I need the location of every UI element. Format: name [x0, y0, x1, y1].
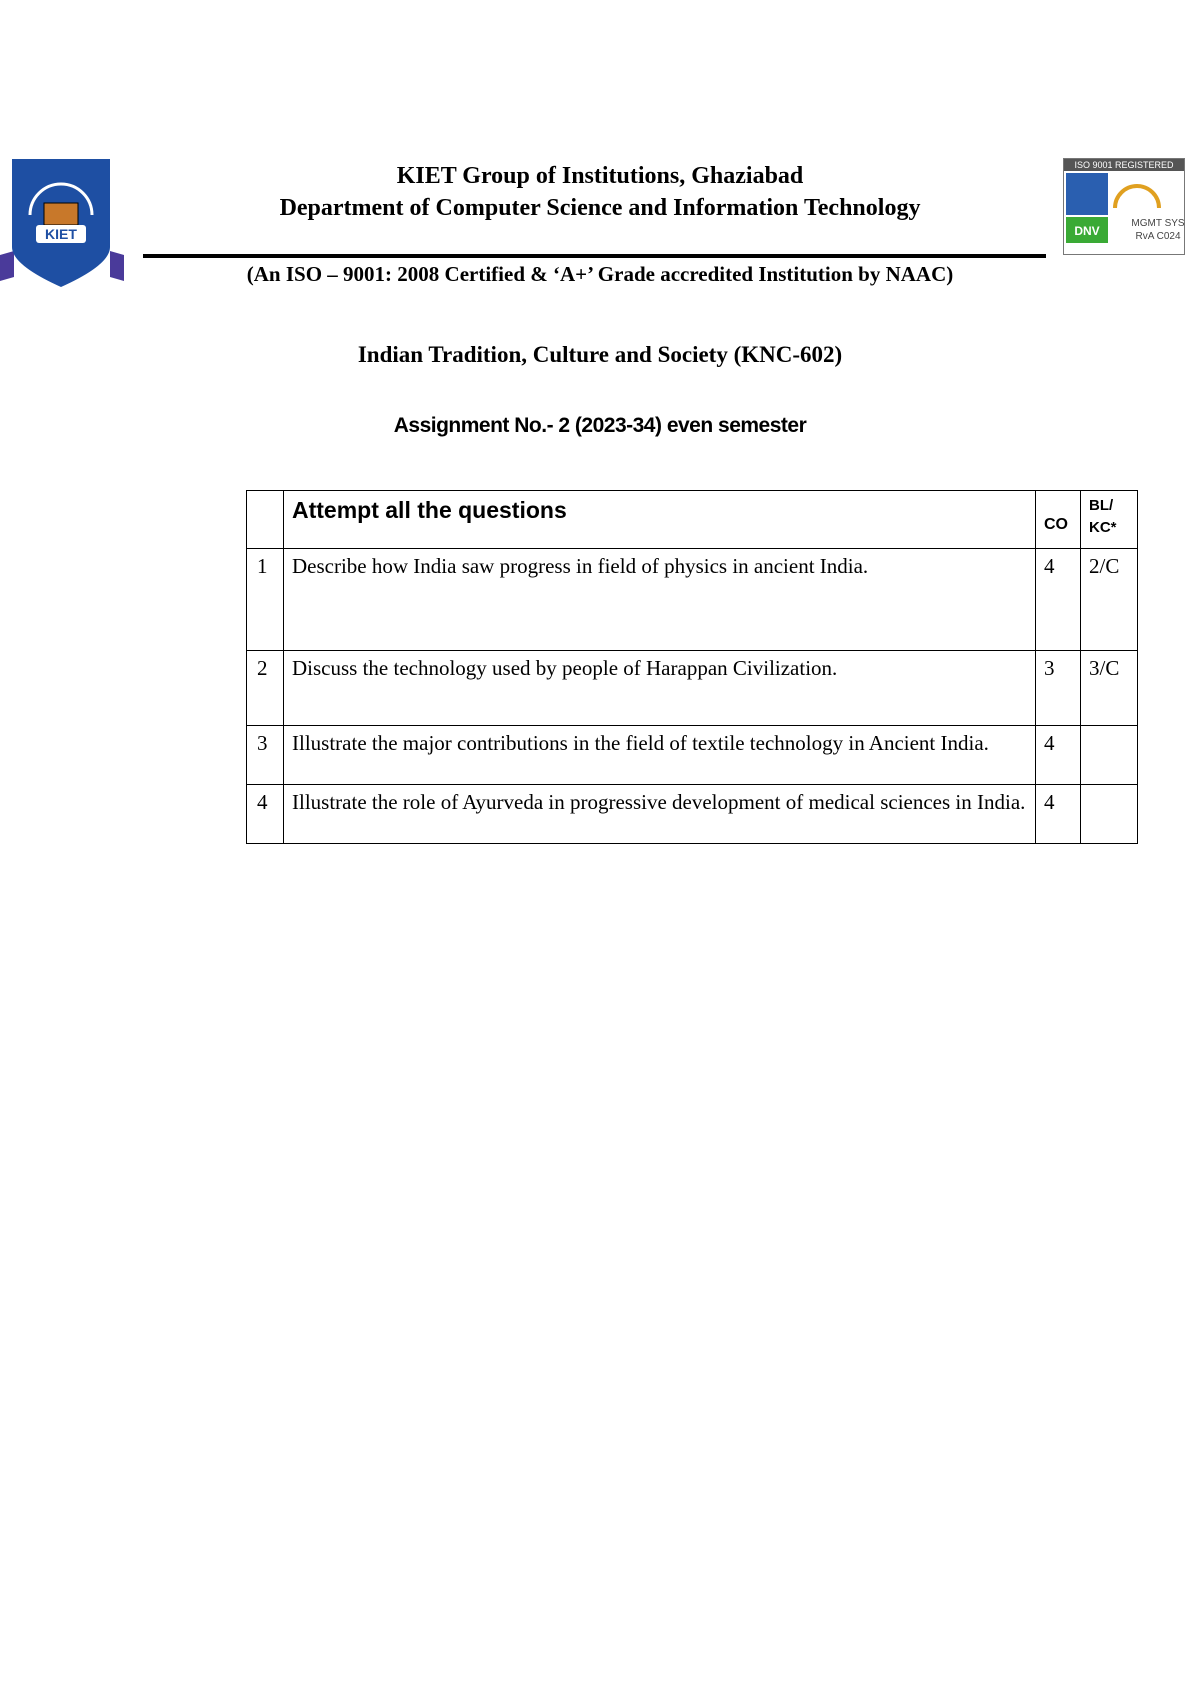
svg-text:KIET: KIET — [45, 226, 77, 242]
table-row: 1 Describe how India saw progress in fie… — [246, 548, 1138, 651]
svg-text:MGMT SYS: MGMT SYS — [1131, 218, 1184, 229]
svg-text:DNV: DNV — [1074, 224, 1099, 238]
header-divider — [143, 254, 1046, 258]
question-bl: 3/C — [1080, 650, 1138, 726]
header-question: Attempt all the questions — [283, 490, 1036, 549]
question-text: Illustrate the role of Ayurveda in progr… — [283, 784, 1036, 844]
iso-certification-logo: ISO 9001 REGISTERED DNV MGMT SYS RvA C02… — [1063, 158, 1185, 255]
header-bl-kc: BL/ KC* — [1080, 490, 1138, 549]
course-title: Indian Tradition, Culture and Society (K… — [357, 342, 843, 367]
question-bl — [1080, 725, 1138, 785]
questions-table: Attempt all the questions CO BL/ KC* 1 D… — [246, 490, 1138, 844]
question-co: 4 — [1035, 548, 1081, 651]
table-header-row: Attempt all the questions CO BL/ KC* — [246, 490, 1138, 549]
svg-text:RvA C024: RvA C024 — [1135, 231, 1180, 242]
table-row: 3 Illustrate the major contributions in … — [246, 725, 1138, 785]
kiet-logo: KIET — [0, 159, 124, 287]
question-number: 1 — [246, 548, 284, 651]
accreditation-text: (An ISO – 9001: 2008 Certified & ‘A+’ Gr… — [246, 262, 954, 286]
question-bl: 2/C — [1080, 548, 1138, 651]
table-row: 2 Discuss the technology used by people … — [246, 650, 1138, 726]
question-text: Illustrate the major contributions in th… — [283, 725, 1036, 785]
header-bl: BL/ — [1089, 497, 1114, 514]
institution-name: KIET Group of Institutions, Ghaziabad — [396, 163, 804, 189]
department-name: Department of Computer Science and Infor… — [279, 195, 921, 221]
header-number-cell — [246, 490, 284, 549]
header-kc: KC* — [1089, 519, 1117, 536]
question-co: 4 — [1035, 784, 1081, 844]
question-text: Describe how India saw progress in field… — [283, 548, 1036, 651]
question-number: 3 — [246, 725, 284, 785]
question-co: 4 — [1035, 725, 1081, 785]
question-co: 3 — [1035, 650, 1081, 726]
assignment-title: Assignment No.- 2 (2023-34) even semeste… — [393, 414, 807, 437]
header-co: CO — [1035, 490, 1081, 549]
question-number: 2 — [246, 650, 284, 726]
question-text: Discuss the technology used by people of… — [283, 650, 1036, 726]
question-bl — [1080, 784, 1138, 844]
table-row: 4 Illustrate the role of Ayurveda in pro… — [246, 784, 1138, 844]
svg-text:ISO 9001 REGISTERED: ISO 9001 REGISTERED — [1074, 160, 1174, 170]
question-number: 4 — [246, 784, 284, 844]
